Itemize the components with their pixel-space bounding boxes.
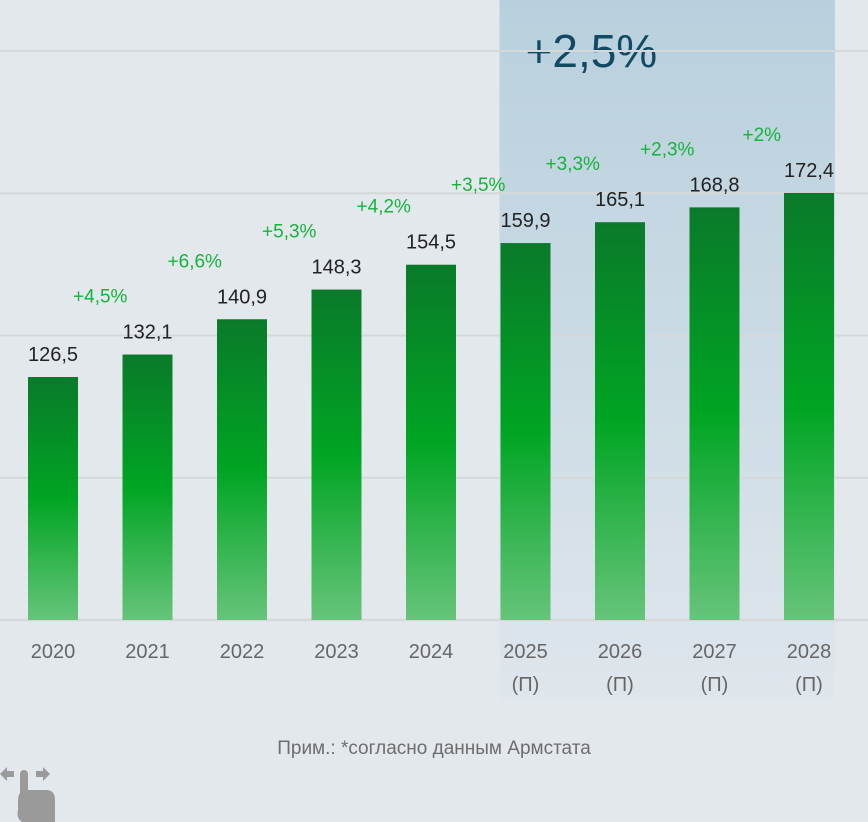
- bar-2028: [784, 192, 834, 620]
- growth-label: +2%: [742, 125, 781, 146]
- bar-2021: [122, 354, 173, 620]
- growth-label: +3,5%: [451, 175, 506, 196]
- value-label: 172,4: [784, 160, 834, 182]
- bar-2022: [217, 319, 267, 620]
- x-tick-label: 2028: [787, 641, 832, 663]
- x-tick-sublabel-forecast: (П): [606, 674, 634, 696]
- x-tick-sublabel-forecast: (П): [795, 674, 823, 696]
- x-tick-label: 2021: [125, 641, 170, 663]
- growth-label: +4,2%: [357, 197, 412, 218]
- value-label: 159,9: [500, 210, 550, 232]
- bar-2027: [689, 207, 740, 620]
- value-label: 154,5: [406, 232, 456, 254]
- value-label: 132,1: [122, 322, 172, 344]
- growth-label: +5,3%: [262, 222, 317, 243]
- value-label: 148,3: [311, 257, 361, 279]
- bar-2026: [595, 222, 645, 620]
- x-tick-label: 2027: [692, 641, 737, 663]
- x-tick-sublabel-forecast: (П): [701, 674, 729, 696]
- value-label: 126,5: [28, 344, 78, 366]
- bar-2024: [406, 264, 456, 620]
- bar-2025: [500, 243, 551, 620]
- value-label: 165,1: [595, 189, 645, 211]
- x-tick-label: 2023: [314, 641, 359, 663]
- x-tick-label: 2024: [409, 641, 454, 663]
- bar-2020: [28, 376, 78, 620]
- swipe-horizontal-hand-icon: [0, 767, 55, 822]
- x-tick-label: 2026: [598, 641, 643, 663]
- footnote: Прим.: *согласно данным Армстата: [277, 738, 591, 759]
- forecast-highlight-region: [499, 0, 835, 700]
- bar-2023: [311, 289, 362, 620]
- value-label: 140,9: [217, 286, 267, 308]
- x-tick-label: 2022: [220, 641, 265, 663]
- growth-label: +3,3%: [546, 154, 601, 175]
- value-label: 168,8: [689, 174, 739, 196]
- x-tick-sublabel-forecast: (П): [512, 674, 540, 696]
- growth-label: +2,3%: [640, 139, 695, 160]
- x-tick-label: 2020: [31, 641, 76, 663]
- growth-label: +4,5%: [73, 287, 128, 308]
- growth-label: +6,6%: [168, 251, 223, 272]
- x-tick-label: 2025: [503, 641, 548, 663]
